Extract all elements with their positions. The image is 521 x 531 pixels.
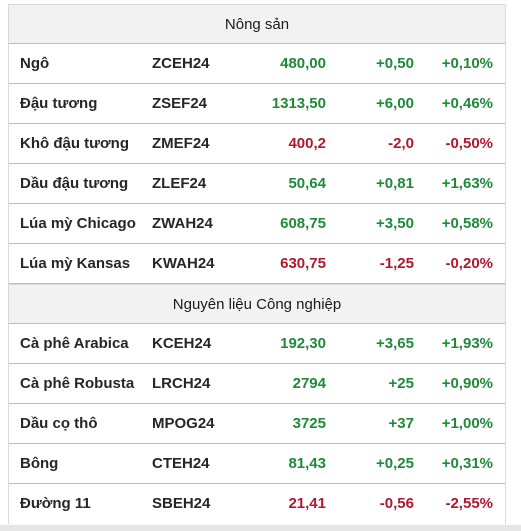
commodity-name: Khô đậu tương	[20, 135, 130, 152]
price-value: 21,41	[288, 495, 326, 512]
table-row: Bông CTEH24 81,43 +0,25 +0,31%	[9, 444, 505, 484]
change-value: +0,50	[376, 55, 414, 72]
contract-code: SBEH24	[152, 495, 211, 512]
change-percent: +1,63%	[441, 175, 493, 192]
change-value: +0,25	[376, 455, 414, 472]
contract-code: KWAH24	[152, 255, 215, 272]
commodity-name: Cà phê Arabica	[20, 335, 129, 352]
contract-code: ZMEF24	[152, 135, 210, 152]
change-percent: +1,00%	[441, 415, 493, 432]
commodity-name: Dầu đậu tương	[20, 175, 129, 192]
price-value: 3725	[292, 415, 326, 432]
contract-code: ZWAH24	[152, 215, 213, 232]
table-row: Ngô ZCEH24 480,00 +0,50 +0,10%	[9, 44, 505, 84]
table-row: Dầu đậu tương ZLEF24 50,64 +0,81 +1,63%	[9, 164, 505, 204]
contract-code: MPOG24	[152, 415, 215, 432]
table-row: Dầu cọ thô MPOG24 3725 +37 +1,00%	[9, 404, 505, 444]
change-value: +25	[388, 375, 414, 392]
section-header-industrial: Nguyên liệu Công nghiệp	[9, 284, 505, 324]
change-percent: -2,55%	[445, 495, 493, 512]
change-value: +3,50	[376, 215, 414, 232]
contract-code: CTEH24	[152, 455, 210, 472]
change-percent: +0,58%	[441, 215, 493, 232]
price-value: 192,30	[280, 335, 326, 352]
section-header-agriculture: Nông sản	[9, 4, 505, 44]
price-value: 81,43	[288, 455, 326, 472]
commodity-name: Đường 11	[20, 495, 91, 512]
commodity-name: Đậu tương	[20, 95, 98, 112]
commodity-name: Lúa mỳ Kansas	[20, 255, 131, 272]
commodity-price-table: Nông sản Ngô ZCEH24 480,00 +0,50 +0,10% …	[8, 4, 506, 524]
table-row: Lúa mỳ Kansas KWAH24 630,75 -1,25 -0,20%	[9, 244, 505, 284]
contract-code: ZLEF24	[152, 175, 207, 192]
table-row: Đậu tương ZSEF24 1313,50 +6,00 +0,46%	[9, 84, 505, 124]
table-row: Lúa mỳ Chicago ZWAH24 608,75 +3,50 +0,58…	[9, 204, 505, 244]
table-row: Khô đậu tương ZMEF24 400,2 -2,0 -0,50%	[9, 124, 505, 164]
change-percent: -0,20%	[445, 255, 493, 272]
commodity-name: Bông	[20, 455, 59, 472]
price-value: 50,64	[288, 175, 326, 192]
contract-code: ZSEF24	[152, 95, 208, 112]
table-row: Cà phê Robusta LRCH24 2794 +25 +0,90%	[9, 364, 505, 404]
commodity-name: Cà phê Robusta	[20, 375, 135, 392]
change-value: -0,56	[379, 495, 414, 512]
change-value: -1,25	[379, 255, 414, 272]
change-percent: -0,50%	[445, 135, 493, 152]
change-value: +6,00	[376, 95, 414, 112]
price-value: 1313,50	[271, 95, 326, 112]
change-percent: +0,90%	[441, 375, 493, 392]
contract-code: LRCH24	[152, 375, 211, 392]
contract-code: KCEH24	[152, 335, 212, 352]
change-value: +0,81	[376, 175, 414, 192]
change-percent: +0,46%	[441, 95, 493, 112]
table-row: Đường 11 SBEH24 21,41 -0,56 -2,55%	[9, 484, 505, 524]
commodity-name: Lúa mỳ Chicago	[20, 215, 136, 232]
contract-code: ZCEH24	[152, 55, 210, 72]
change-percent: +1,93%	[441, 335, 493, 352]
price-value: 630,75	[280, 255, 326, 272]
price-value: 400,2	[288, 135, 326, 152]
change-value: +37	[388, 415, 414, 432]
price-value: 608,75	[280, 215, 326, 232]
bottom-divider	[0, 525, 521, 531]
commodity-name: Ngô	[20, 55, 50, 72]
change-percent: +0,10%	[441, 55, 493, 72]
change-percent: +0,31%	[441, 455, 493, 472]
table-row: Cà phê Arabica KCEH24 192,30 +3,65 +1,93…	[9, 324, 505, 364]
price-value: 2794	[292, 375, 326, 392]
price-value: 480,00	[280, 55, 326, 72]
change-value: +3,65	[376, 335, 414, 352]
change-value: -2,0	[388, 135, 414, 152]
commodity-name: Dầu cọ thô	[20, 415, 98, 432]
